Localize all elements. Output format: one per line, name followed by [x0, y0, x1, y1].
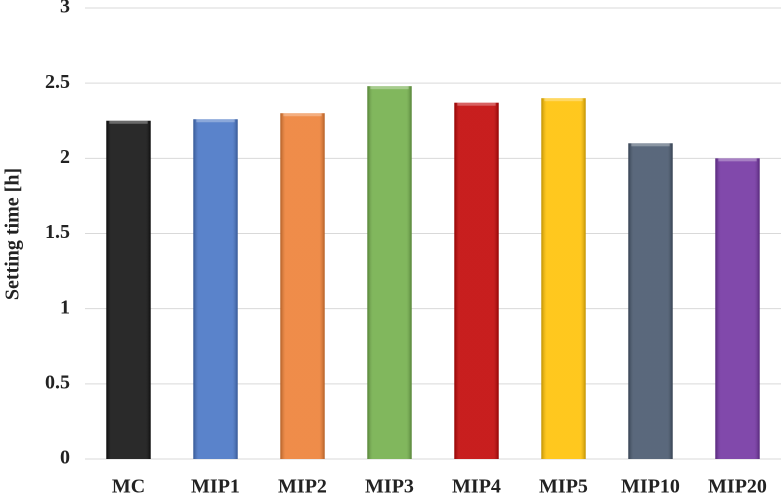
- bar-cap: [457, 102, 496, 106]
- bar-cap: [631, 143, 670, 147]
- bar-cap: [544, 98, 583, 102]
- y-tick-label: 2.5: [45, 71, 70, 93]
- bar-cap: [283, 113, 322, 117]
- bar-shade: [628, 143, 673, 460]
- bar-shade: [193, 119, 238, 459]
- x-tick-label: MIP3: [365, 476, 414, 497]
- y-tick-label: 1: [60, 296, 70, 318]
- x-tick-label: MIP20: [708, 476, 767, 497]
- x-tick-label: MC: [112, 476, 145, 497]
- bar-shade: [106, 120, 151, 459]
- x-tick-label: MIP5: [539, 476, 588, 497]
- x-tick-label: MIP2: [278, 476, 327, 497]
- bar-cap: [196, 119, 235, 123]
- bar-shade: [715, 158, 760, 460]
- y-tick-label: 0: [60, 447, 70, 469]
- bar-cap: [109, 120, 148, 124]
- bar-shade: [541, 98, 586, 459]
- y-axis-title: Setting time [h]: [2, 168, 24, 300]
- bar-shade: [280, 113, 325, 459]
- bar-cap: [370, 86, 409, 90]
- x-tick-label: MIP1: [191, 476, 240, 497]
- bar-cap: [718, 158, 757, 162]
- y-tick-label: 0.5: [45, 371, 70, 393]
- y-tick-label: 1.5: [45, 221, 70, 243]
- y-tick-label: 2: [60, 146, 70, 168]
- y-tick-label: 3: [60, 0, 70, 18]
- bar-shade: [454, 102, 499, 460]
- x-tick-label: MIP4: [452, 476, 501, 497]
- x-tick-label: MIP10: [621, 476, 680, 497]
- bar-shade: [367, 86, 412, 459]
